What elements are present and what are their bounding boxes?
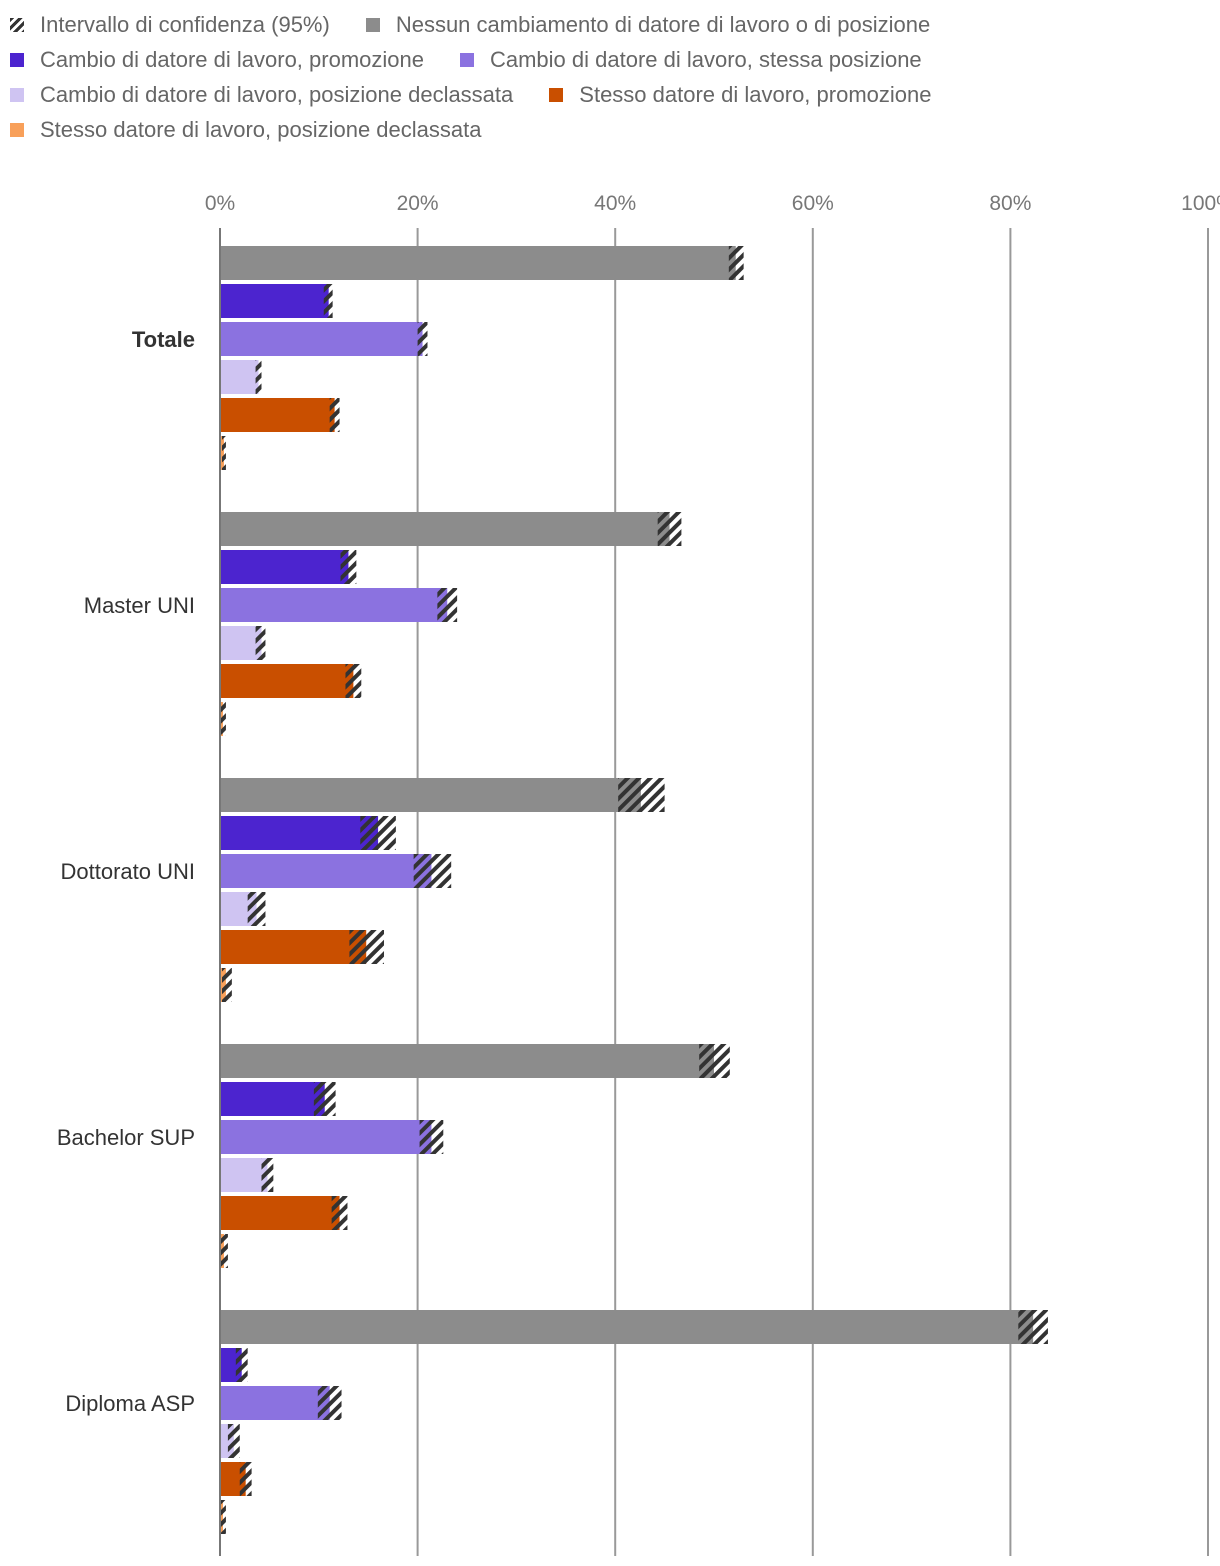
confidence-interval bbox=[419, 1120, 444, 1154]
confidence-interval bbox=[220, 1234, 228, 1268]
x-tick-label: 100% bbox=[1181, 192, 1220, 215]
bar bbox=[221, 816, 379, 850]
x-tick-label: 80% bbox=[989, 192, 1031, 215]
bar bbox=[221, 626, 262, 660]
confidence-interval bbox=[413, 854, 452, 888]
confidence-interval bbox=[1018, 1310, 1048, 1344]
bar bbox=[221, 322, 423, 356]
confidence-interval bbox=[220, 1500, 226, 1534]
bar bbox=[221, 664, 354, 698]
x-tick-label: 20% bbox=[397, 192, 439, 215]
category-label: Totale bbox=[132, 327, 195, 352]
category-label: Master UNI bbox=[84, 593, 195, 618]
bar bbox=[221, 1082, 325, 1116]
bar bbox=[221, 1386, 330, 1420]
bar bbox=[221, 854, 432, 888]
confidence-interval bbox=[255, 626, 266, 660]
legend-label: Nessun cambiamento di datore di lavoro o… bbox=[395, 11, 931, 37]
confidence-interval bbox=[239, 1462, 252, 1496]
legend-item[interactable]: Intervallo di confidenza (95%) bbox=[10, 12, 330, 37]
legend-item[interactable]: Nessun cambiamento di datore di lavoro o… bbox=[365, 11, 931, 37]
bar bbox=[221, 1158, 268, 1192]
confidence-interval bbox=[323, 284, 333, 318]
confidence-interval bbox=[657, 512, 682, 546]
category-label: Bachelor SUP bbox=[57, 1125, 195, 1150]
confidence-interval bbox=[317, 1386, 342, 1420]
chart-legend: Intervallo di confidenza (95%) Nessun cam… bbox=[10, 12, 1100, 142]
confidence-interval bbox=[221, 436, 226, 470]
bar bbox=[221, 360, 259, 394]
bar bbox=[221, 778, 641, 812]
legend-label: Cambio di datore di lavoro, posizione de… bbox=[40, 81, 514, 107]
color-swatch-icon bbox=[365, 17, 380, 32]
bar bbox=[221, 284, 329, 318]
bar bbox=[221, 512, 670, 546]
category-label: Dottorato UNI bbox=[61, 859, 196, 884]
bar bbox=[221, 550, 349, 584]
legend-item[interactable]: Cambio di datore di lavoro, posizione de… bbox=[10, 82, 513, 107]
legend-label: Stesso datore di lavoro, posizione decla… bbox=[40, 116, 482, 142]
confidence-interval bbox=[227, 1424, 240, 1458]
legend-item[interactable]: Cambio di datore di lavoro, promozione bbox=[10, 47, 424, 72]
confidence-interval bbox=[313, 1082, 336, 1116]
color-swatch-icon bbox=[10, 87, 24, 102]
confidence-interval bbox=[247, 892, 266, 926]
x-tick-label: 0% bbox=[205, 192, 235, 215]
legend-label: Intervallo di confidenza (95%) bbox=[40, 11, 330, 37]
legend-item[interactable]: Stesso datore di lavoro, posizione decla… bbox=[10, 117, 481, 142]
bar bbox=[221, 398, 335, 432]
legend-label: Cambio di datore di lavoro, stessa posiz… bbox=[489, 46, 922, 72]
confidence-interval bbox=[340, 550, 357, 584]
confidence-interval bbox=[417, 322, 428, 356]
legend-label: Cambio di datore di lavoro, promozione bbox=[40, 46, 424, 72]
bar bbox=[221, 588, 448, 622]
bar bbox=[221, 1196, 340, 1230]
confidence-interval bbox=[220, 702, 226, 736]
confidence-interval bbox=[618, 778, 665, 812]
x-tick-label: 40% bbox=[594, 192, 636, 215]
confidence-interval bbox=[331, 1196, 348, 1230]
confidence-interval bbox=[437, 588, 458, 622]
confidence-interval bbox=[349, 930, 385, 964]
confidence-interval bbox=[329, 398, 340, 432]
bar bbox=[221, 1120, 432, 1154]
confidence-interval bbox=[255, 360, 262, 394]
confidence-interval bbox=[360, 816, 396, 850]
legend-item[interactable]: Cambio di datore di lavoro, stessa posiz… bbox=[459, 46, 922, 72]
hatch-swatch-icon bbox=[10, 17, 24, 32]
x-tick-label: 60% bbox=[792, 192, 834, 215]
bar bbox=[221, 930, 367, 964]
confidence-interval bbox=[345, 664, 362, 698]
legend-label: Stesso datore di lavoro, promozione bbox=[579, 81, 932, 107]
bar bbox=[221, 1044, 714, 1078]
confidence-interval bbox=[699, 1044, 730, 1078]
color-swatch-icon bbox=[459, 52, 474, 67]
legend-item[interactable]: Stesso datore di lavoro, promozione bbox=[549, 82, 931, 107]
bar bbox=[221, 246, 736, 280]
confidence-interval bbox=[221, 968, 232, 1002]
color-swatch-icon bbox=[549, 87, 564, 102]
confidence-interval bbox=[728, 246, 744, 280]
category-label: Diploma ASP bbox=[65, 1391, 195, 1416]
bar bbox=[221, 1310, 1034, 1344]
color-swatch-icon bbox=[10, 52, 24, 67]
color-swatch-icon bbox=[10, 122, 24, 137]
confidence-interval bbox=[261, 1158, 274, 1192]
confidence-interval bbox=[235, 1348, 248, 1382]
